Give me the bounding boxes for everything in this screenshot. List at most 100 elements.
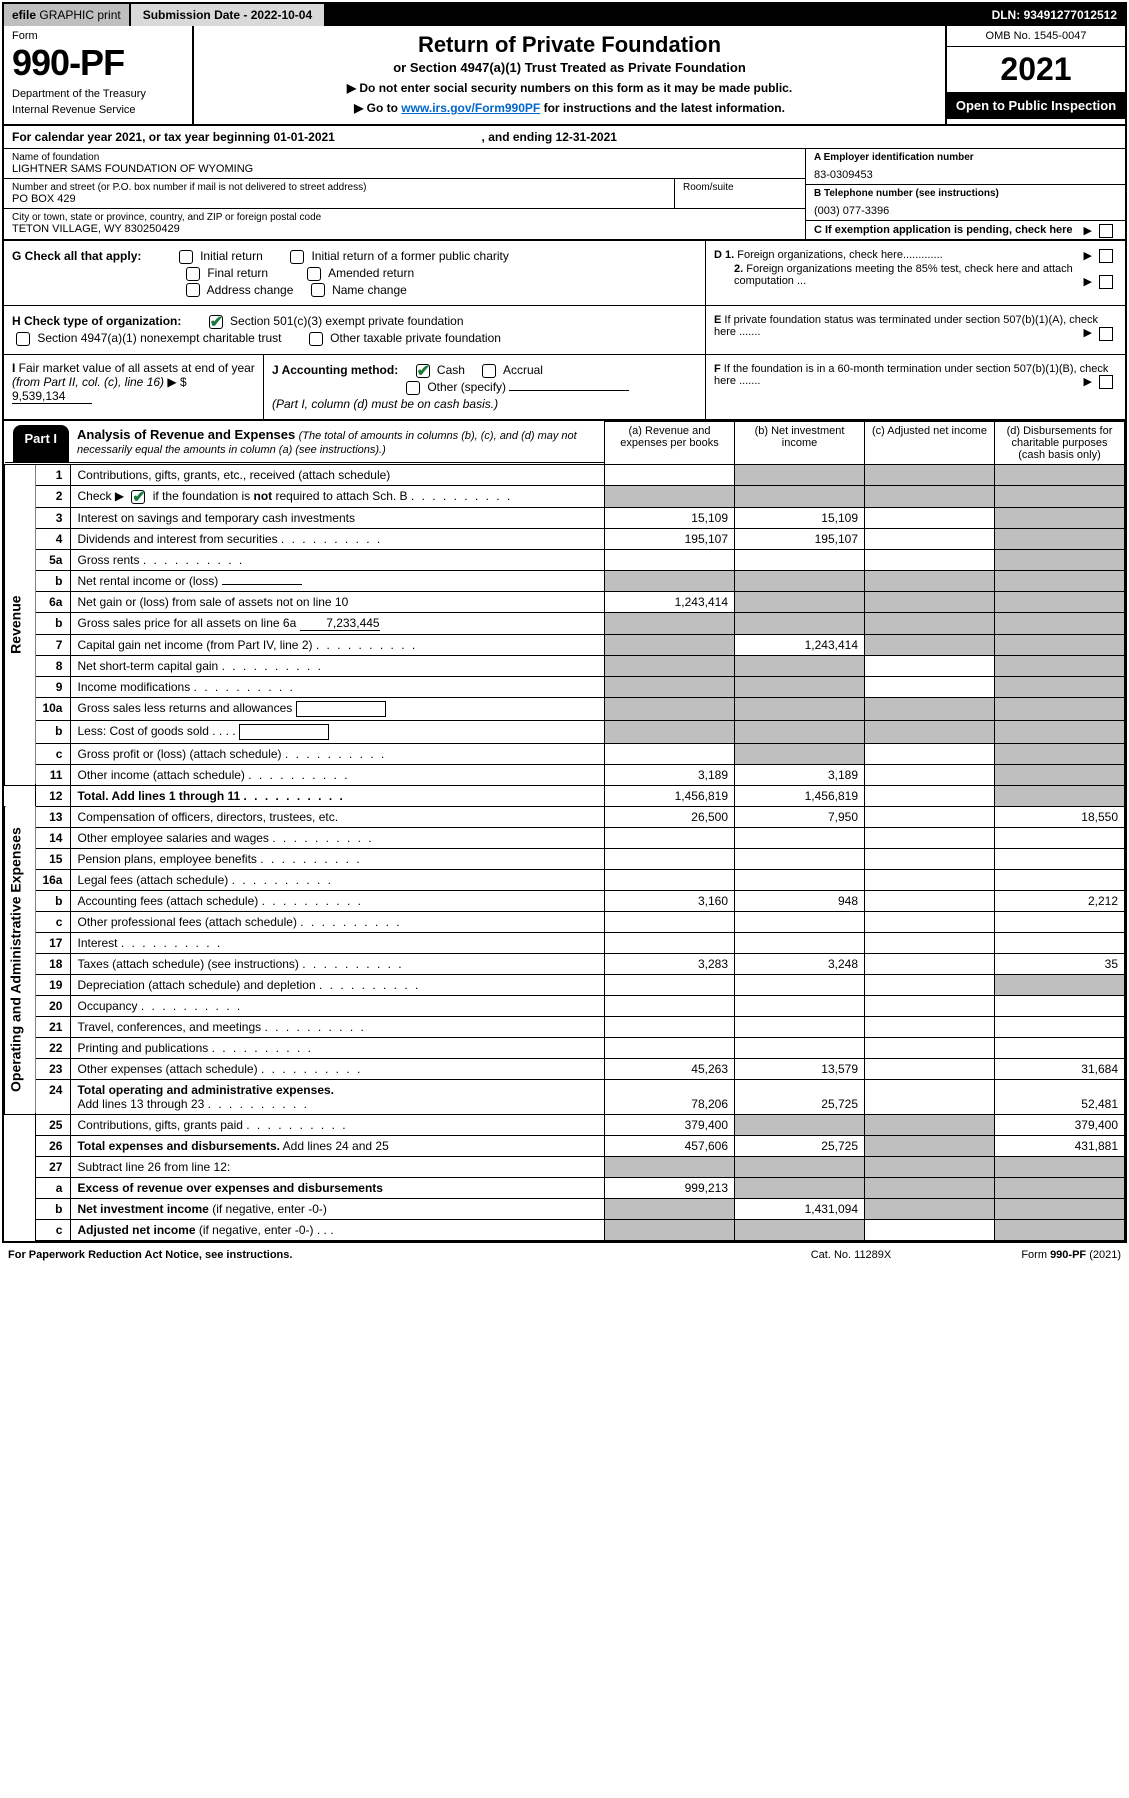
row-27: 27 Subtract line 26 from line 12: — [5, 1156, 1125, 1177]
r26-d: 431,881 — [995, 1135, 1125, 1156]
form990pf-link[interactable]: www.irs.gov/Form990PF — [401, 101, 540, 115]
row-8: 8 Net short-term capital gain — [5, 655, 1125, 676]
r23-d: 31,684 — [995, 1058, 1125, 1079]
phone-field: B Telephone number (see instructions) (0… — [806, 185, 1125, 221]
row-10a: 10a Gross sales less returns and allowan… — [5, 697, 1125, 720]
part-title: Analysis of Revenue and Expenses (The to… — [69, 421, 604, 462]
d2-checkbox[interactable] — [1099, 275, 1113, 289]
g5-checkbox[interactable] — [186, 283, 200, 297]
dept-treasury: Department of the Treasury — [12, 88, 184, 100]
tax-year: 2021 — [947, 47, 1125, 92]
row-15: 15 Pension plans, employee benefits — [5, 848, 1125, 869]
r16b-num: b — [36, 890, 71, 911]
h2-checkbox[interactable] — [16, 332, 30, 346]
g1-checkbox[interactable] — [179, 250, 193, 264]
r12-num: 12 — [36, 785, 71, 806]
r10a-desc: Gross sales less returns and allowances — [71, 697, 605, 720]
addr-label: Number and street (or P.O. box number if… — [12, 182, 666, 193]
h3-checkbox[interactable] — [309, 332, 323, 346]
r2-post: if the foundation is not required to att… — [149, 489, 407, 503]
j1-text: Cash — [437, 363, 465, 377]
expenses-side-label: Operating and Administrative Expenses — [5, 806, 36, 1114]
r19-num: 19 — [36, 974, 71, 995]
r16c-num: c — [36, 911, 71, 932]
row-19: 19 Depreciation (attach schedule) and de… — [5, 974, 1125, 995]
exemption-field: C If exemption application is pending, c… — [806, 221, 1125, 239]
row-23: 23 Other expenses (attach schedule) 45,2… — [5, 1058, 1125, 1079]
r27-num: 27 — [36, 1156, 71, 1177]
j1-checkbox[interactable] — [416, 364, 430, 378]
calyear-end: 12-31-2021 — [556, 130, 617, 144]
dln-value: 93491277012512 — [1024, 8, 1117, 22]
header-left: Form 990-PF Department of the Treasury I… — [4, 26, 194, 124]
r16b-desc: Accounting fees (attach schedule) — [71, 890, 605, 911]
r6a-desc: Net gain or (loss) from sale of assets n… — [71, 591, 605, 612]
col-c-header: (c) Adjusted net income — [865, 421, 995, 464]
r2-desc: Check ▶ if the foundation is not require… — [71, 485, 605, 507]
j3-checkbox[interactable] — [406, 381, 420, 395]
entity-section: Name of foundation LIGHTNER SAMS FOUNDAT… — [4, 149, 1125, 241]
r2-checkbox[interactable] — [131, 490, 145, 504]
r4-num: 4 — [36, 528, 71, 549]
r9-num: 9 — [36, 676, 71, 697]
g4-text: Amended return — [328, 266, 414, 280]
g6-text: Name change — [332, 283, 407, 297]
r13-d: 18,550 — [995, 806, 1125, 827]
e-checkbox[interactable] — [1099, 327, 1113, 341]
part1-header-row: Part I Analysis of Revenue and Expenses … — [5, 421, 1125, 464]
phone-value: (003) 077-3396 — [814, 205, 1117, 217]
r11-desc: Other income (attach schedule) — [71, 764, 605, 785]
address-field: Number and street (or P.O. box number if… — [4, 179, 675, 208]
foundation-name-field: Name of foundation LIGHTNER SAMS FOUNDAT… — [4, 149, 805, 179]
r6b-val: 7,233,445 — [300, 616, 380, 631]
r18-b: 3,248 — [735, 953, 865, 974]
c-checkbox[interactable] — [1099, 224, 1113, 238]
form-990pf: efile GRAPHIC print Submission Date - 20… — [2, 2, 1127, 1243]
r12-desc: Total. Add lines 1 through 11 — [71, 785, 605, 806]
form-number: 990-PF — [12, 42, 184, 84]
instr2-post: for instructions and the latest informat… — [540, 101, 785, 115]
form-title: Return of Private Foundation — [206, 32, 933, 58]
row-2: 2 Check ▶ if the foundation is not requi… — [5, 485, 1125, 507]
ein-field: A Employer identification number 83-0309… — [806, 149, 1125, 185]
r16a-desc: Legal fees (attach schedule) — [71, 869, 605, 890]
d1-checkbox[interactable] — [1099, 249, 1113, 263]
r27c-num: c — [36, 1219, 71, 1240]
j2-text: Accrual — [503, 363, 543, 377]
top-bar: efile GRAPHIC print Submission Date - 20… — [4, 4, 1125, 26]
r6b-desc: Gross sales price for all assets on line… — [71, 612, 605, 634]
g6-checkbox[interactable] — [311, 283, 325, 297]
instr-line-2: ▶ Go to www.irs.gov/Form990PF for instru… — [206, 101, 933, 115]
row-4: 4 Dividends and interest from securities… — [5, 528, 1125, 549]
col-a-header: (a) Revenue and expenses per books — [605, 421, 735, 464]
calendar-year-row: For calendar year 2021, or tax year begi… — [4, 126, 1125, 149]
j2-checkbox[interactable] — [482, 364, 496, 378]
row-3: 3 Interest on savings and temporary cash… — [5, 507, 1125, 528]
r11-b: 3,189 — [735, 764, 865, 785]
form-label: Form — [12, 30, 184, 42]
row-16a: 16a Legal fees (attach schedule) — [5, 869, 1125, 890]
r24-desc: Total operating and administrative expen… — [71, 1079, 605, 1114]
city-field: City or town, state or province, country… — [4, 209, 805, 238]
r10b-desc: Less: Cost of goods sold . . . . — [71, 720, 605, 743]
r5b-desc: Net rental income or (loss) — [71, 570, 605, 591]
row-6b: b Gross sales price for all assets on li… — [5, 612, 1125, 634]
g3-checkbox[interactable] — [186, 267, 200, 281]
r9-desc: Income modifications — [71, 676, 605, 697]
row-11: 11 Other income (attach schedule) 3,189 … — [5, 764, 1125, 785]
entity-left: Name of foundation LIGHTNER SAMS FOUNDAT… — [4, 149, 805, 239]
f-text: If the foundation is in a 60-month termi… — [714, 363, 1108, 387]
g2-checkbox[interactable] — [290, 250, 304, 264]
h1-checkbox[interactable] — [209, 315, 223, 329]
r18-desc: Taxes (attach schedule) (see instruction… — [71, 953, 605, 974]
r13-a: 26,500 — [605, 806, 735, 827]
revenue-side-label: Revenue — [5, 464, 36, 785]
r8-num: 8 — [36, 655, 71, 676]
row-27a: a Excess of revenue over expenses and di… — [5, 1177, 1125, 1198]
r13-b: 7,950 — [735, 806, 865, 827]
c-label: C If exemption application is pending, c… — [814, 224, 1073, 236]
g4-checkbox[interactable] — [307, 267, 321, 281]
f-checkbox[interactable] — [1099, 375, 1113, 389]
r14-num: 14 — [36, 827, 71, 848]
r22-desc: Printing and publications — [71, 1037, 605, 1058]
